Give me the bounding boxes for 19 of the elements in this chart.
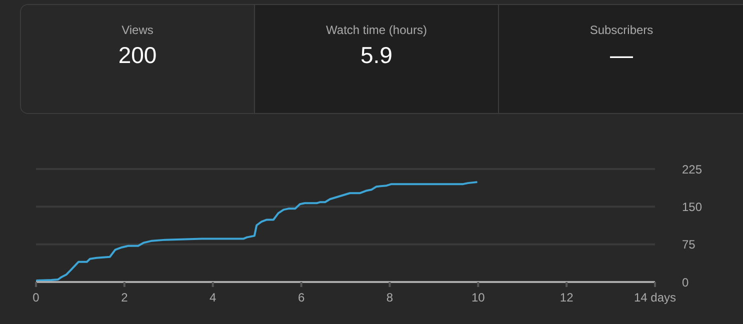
x-tick-label: 2 — [121, 290, 128, 305]
text: — — [610, 42, 633, 68]
text: 5.9 — [360, 42, 392, 68]
category-label: Watch time (hours) — [325, 23, 428, 37]
line-series — [36, 181, 478, 282]
y-tick-label: 0 — [682, 275, 689, 290]
x-tick-label: 12 — [560, 290, 574, 305]
x-tick-label: 4 — [210, 290, 217, 305]
category-label: Views — [120, 23, 154, 37]
x-tick-label: 8 — [386, 290, 394, 305]
x-tick-label: 6 — [298, 290, 305, 305]
y-tick-label: 225 — [682, 162, 702, 176]
x-tick-label: 14 days — [634, 290, 676, 305]
text: 200 — [118, 42, 157, 68]
x-tick-label: 10 — [471, 290, 486, 305]
y-tick-label: 150 — [682, 200, 702, 214]
x-tick-label: 0 — [32, 290, 40, 305]
y-tick-label: 75 — [682, 238, 696, 252]
category-label: Subscribers — [588, 23, 654, 37]
